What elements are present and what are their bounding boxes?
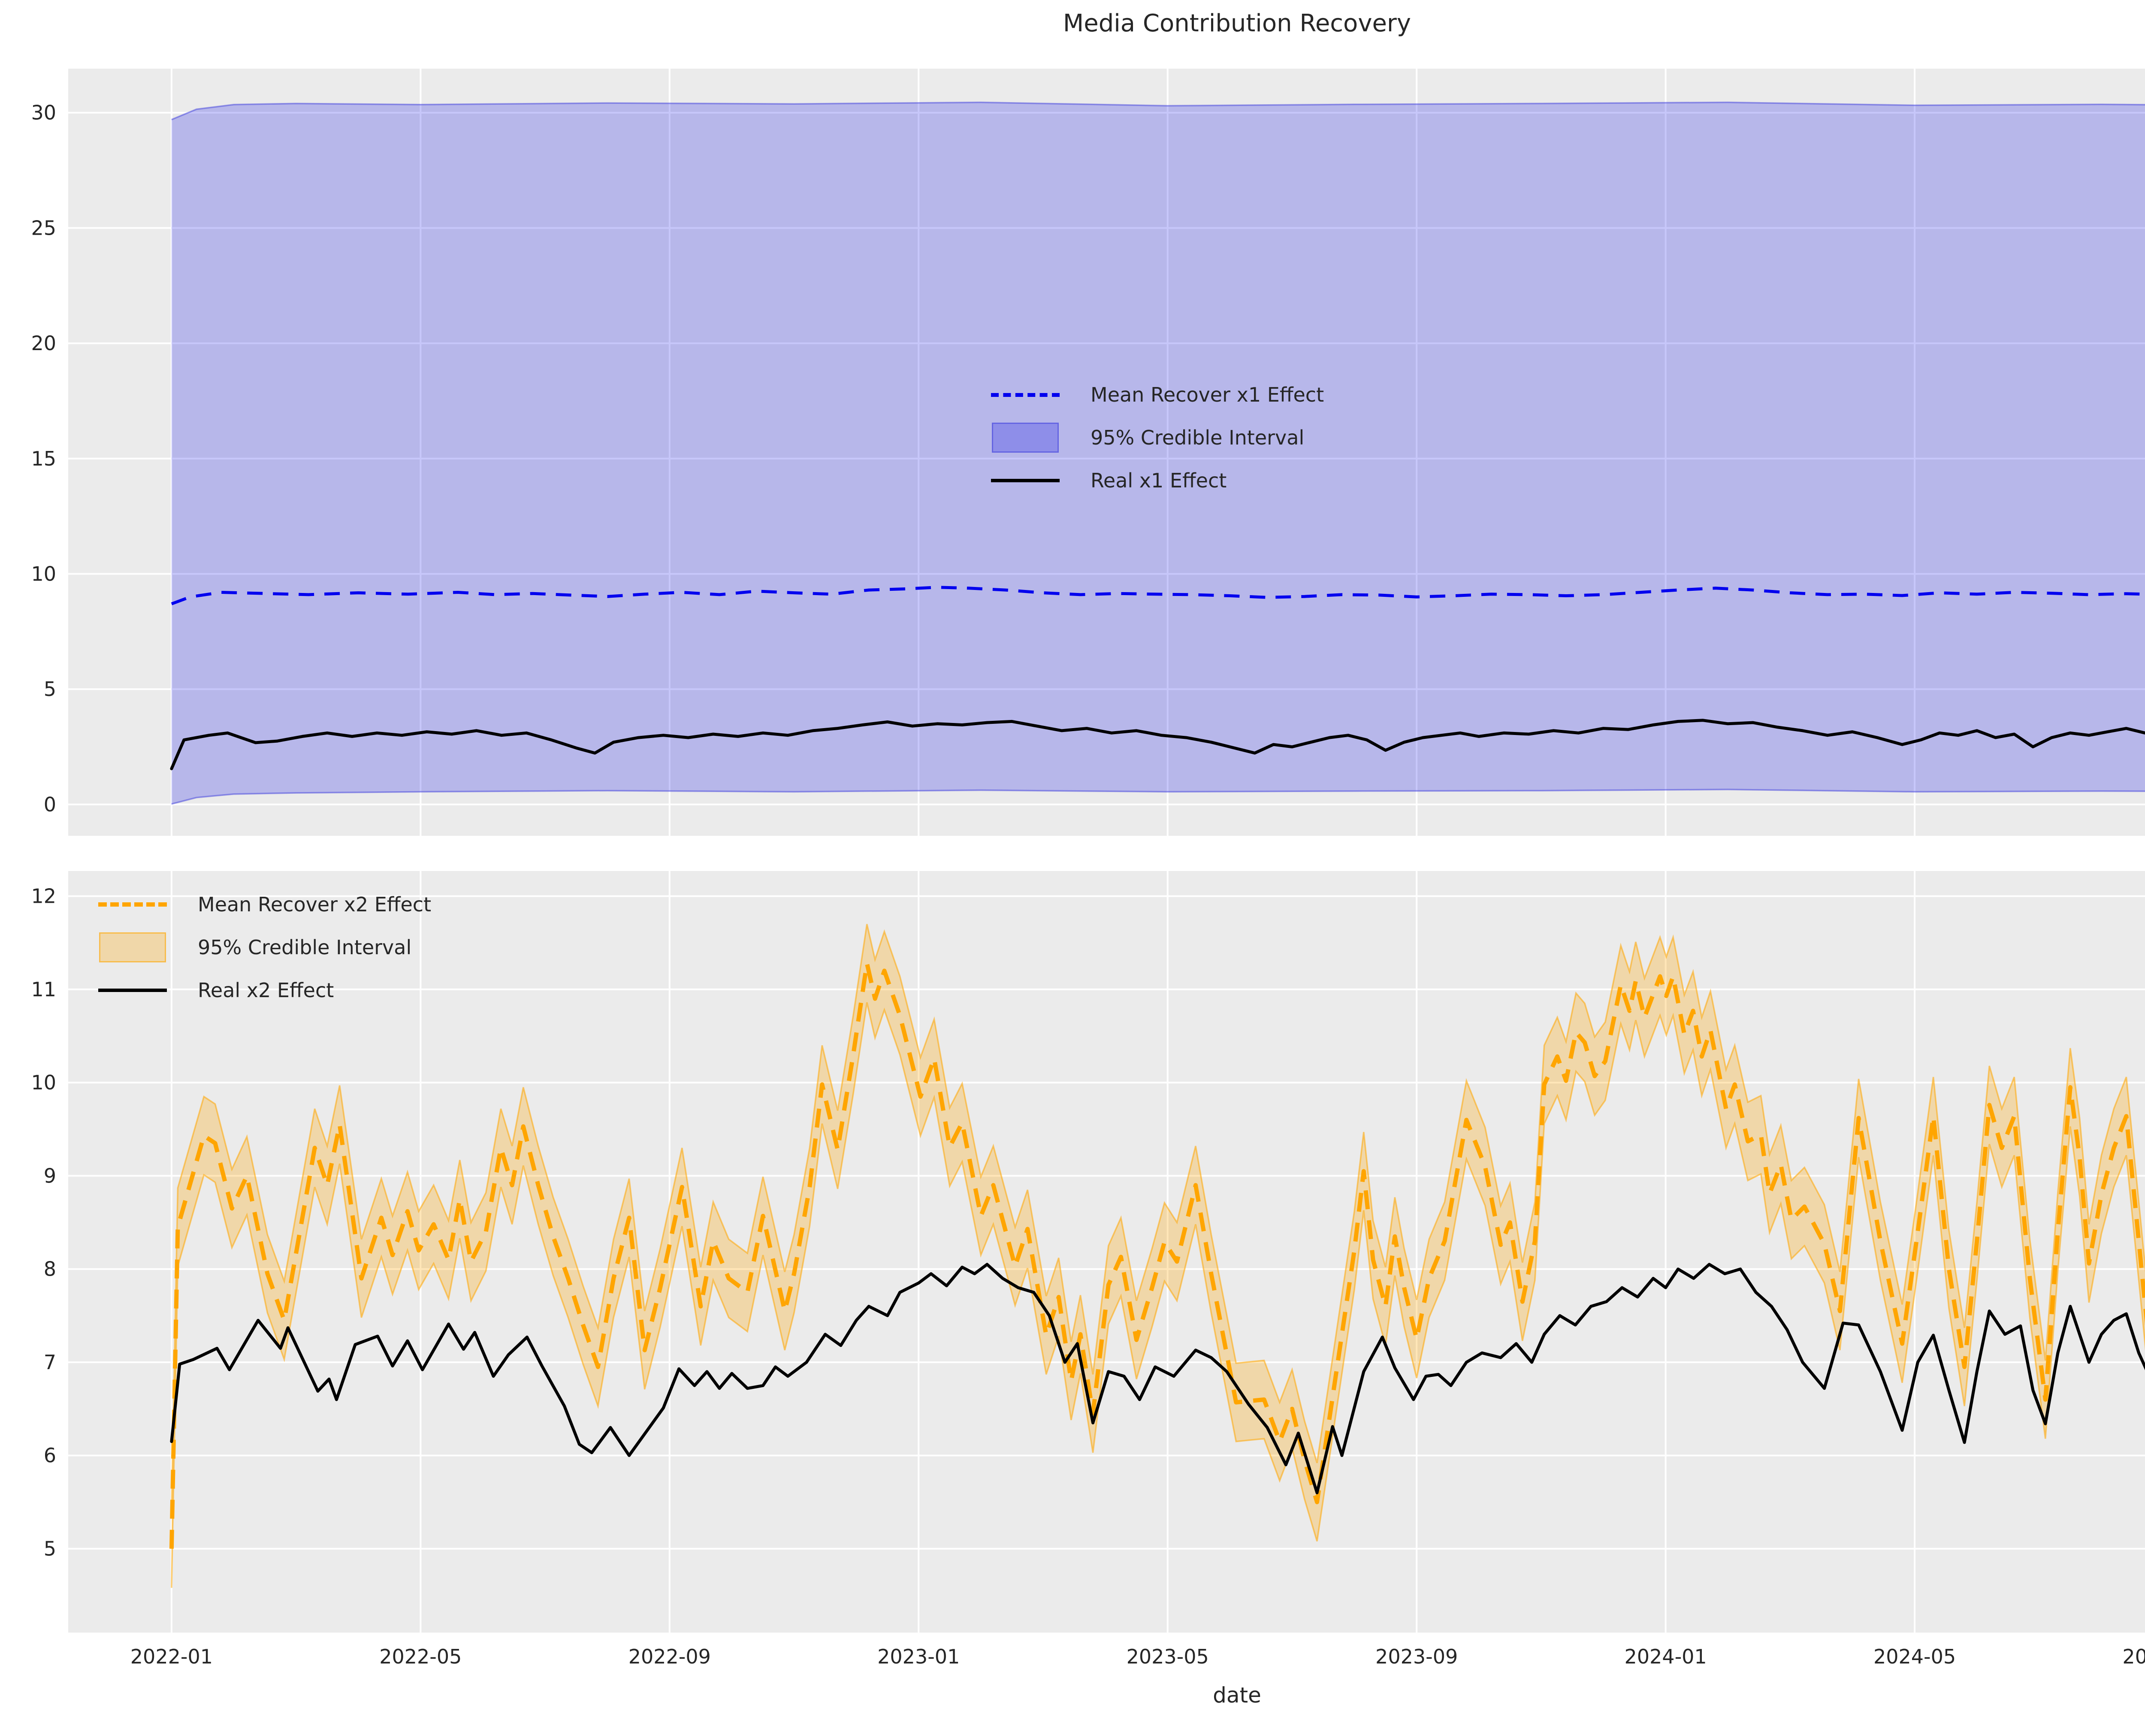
solid-line-swatch-black [991,479,1060,482]
band-upper-edge [171,924,2145,1510]
credible-interval-band [171,102,2145,804]
top-plot-area [68,69,2145,836]
x-tick-label: 2024-05 [1873,1645,1956,1668]
legend-item-real-x1: Real x1 Effect [991,459,1227,502]
y-tick-label: 11 [31,978,56,1001]
legend-item-label: Real x2 Effect [198,979,334,1002]
y-tick-label: 5 [44,1537,56,1560]
credible-interval-band [171,924,2145,1588]
y-tick-label: 20 [31,332,56,355]
legend-item-label: Mean Recover x1 Effect [1091,383,1324,406]
x-tick-label: 2024-09 [2122,1645,2145,1668]
y-tick-label: 10 [31,562,56,585]
band-swatch-blue [991,423,1060,453]
mean-line-blue [171,586,2145,605]
legend-item-mean-x2: Mean Recover x2 Effect [98,883,431,926]
x-tick-label: 2022-01 [130,1645,213,1668]
legend-item-label: 95% Credible Interval [198,936,412,959]
y-tick-label: 12 [31,885,56,908]
y-tick-label: 15 [31,447,56,470]
x-tick-label: 2023-01 [877,1645,960,1668]
legend-item-mean-x1: Mean Recover x1 Effect [991,373,1324,416]
y-tick-label: 25 [31,216,56,239]
band-lower-edge [171,789,2145,805]
x-tick-label: 2024-01 [1625,1645,1707,1668]
dashed-line-swatch-blue [991,393,1060,397]
legend-item-label: Real x1 Effect [1091,469,1227,492]
band-swatch-orange [98,932,167,962]
y-tick-label: 30 [31,101,56,124]
x-tick-label: 2023-05 [1127,1645,1209,1668]
solid-line-swatch-black [98,989,167,992]
y-tick-label: 9 [44,1164,56,1187]
x-axis-label: date [1213,1683,1261,1708]
band-lower-edge [171,1002,2145,1588]
legend-x2: Mean Recover x2 Effect 95% Credible Inte… [98,883,656,1012]
band-upper-edge [171,101,2145,121]
x-tick-label: 2023-09 [1375,1645,1458,1668]
x-tick-label: 2022-05 [379,1645,462,1668]
legend-item-real-x2: Real x2 Effect [98,969,334,1012]
legend-item-label: Mean Recover x2 Effect [198,893,432,916]
legend-x1: Mean Recover x1 Effect 95% Credible Inte… [991,373,1549,502]
legend-item-ci-x2: 95% Credible Interval [98,926,411,969]
x-tick-label: 2022-09 [628,1645,711,1668]
legend-item-ci-x1: 95% Credible Interval [991,416,1304,459]
y-tick-label: 7 [44,1351,56,1374]
y-tick-label: 8 [44,1258,56,1281]
y-tick-label: 0 [44,793,56,816]
y-tick-label: 5 [44,677,56,701]
legend-item-label: 95% Credible Interval [1091,426,1305,449]
page-title: Media Contribution Recovery [1063,9,1411,37]
dashed-line-swatch-orange [98,902,167,907]
y-tick-label: 10 [31,1071,56,1094]
real-line [170,719,2145,771]
real-line [170,1263,2145,1494]
y-tick-label: 6 [44,1444,56,1467]
